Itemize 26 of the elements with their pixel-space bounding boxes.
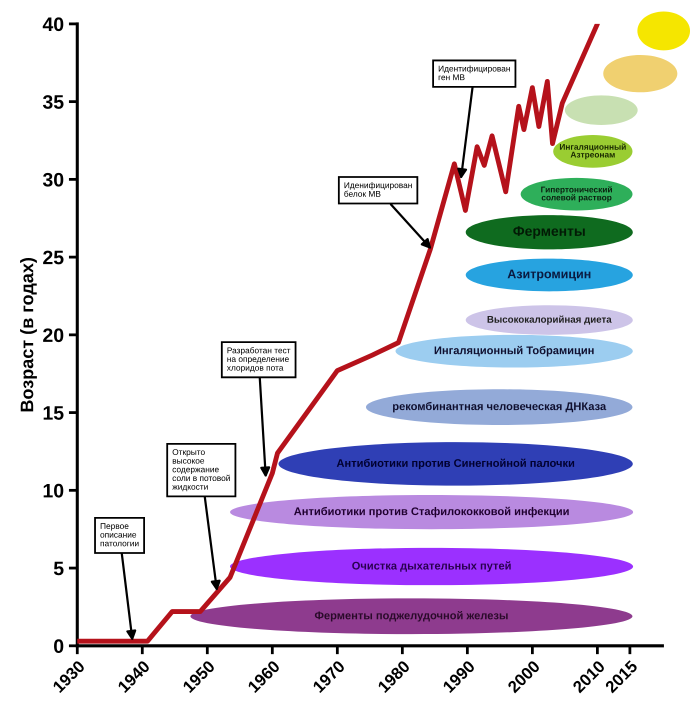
annotation: Ферменты xyxy=(513,226,585,239)
y-tick-label: 20 xyxy=(43,328,64,342)
annotation: Ингаляционный Тобрамицин xyxy=(434,346,594,356)
annotation: Ферменты поджелудочной железы xyxy=(314,610,508,622)
annotation: Открыто высокое содержание соли в потовой жидкости xyxy=(172,449,230,492)
y-tick-label: 5 xyxy=(54,562,64,576)
annotation: Гипертонический солевой раствор xyxy=(541,186,612,202)
annotation: Очистка дыхательных путей xyxy=(352,561,511,572)
y-tick-label: 40 xyxy=(42,17,64,32)
annotation: Первое описание патологии xyxy=(100,523,139,546)
annotation: Антибиотики против Стафилококковой инфекции xyxy=(294,506,569,518)
y-tick-label: 15 xyxy=(44,406,64,420)
annotation: рекомбинантная человеческая ДНКаза xyxy=(393,402,606,412)
y-tick-label: 0 xyxy=(54,639,64,654)
y-tick-label: 35 xyxy=(42,95,64,109)
y-tick-label: 10 xyxy=(44,484,64,498)
y-tick-label: 25 xyxy=(43,250,64,264)
annotation: Азитромицин xyxy=(508,270,590,281)
annotation: Идентифицирован ген МВ xyxy=(438,65,510,80)
annotation: Разработан тест на определение хлоридов пота xyxy=(226,347,290,372)
annotation: Иденифицирован белок МВ xyxy=(344,182,412,197)
y-tick-label: 30 xyxy=(42,172,64,187)
y-axis-title: Возраст (в годах) xyxy=(20,258,37,412)
annotation: Высококалорийная диета xyxy=(488,315,612,325)
annotation: Антибиотики против Синегнойной палочки xyxy=(336,458,574,470)
annotation: Ингаляционный Азтреонам xyxy=(560,144,626,160)
